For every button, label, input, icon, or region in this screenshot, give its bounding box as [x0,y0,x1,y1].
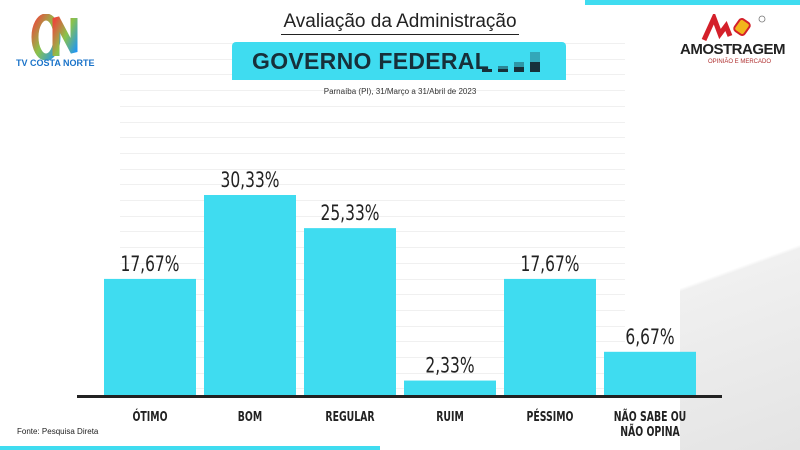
bottom-accent-bar [0,446,380,450]
tv-costa-norte-name: TV COSTA NORTE [16,58,95,68]
banner-text: GOVERNO FEDERAL [252,48,490,74]
background-line [120,90,625,92]
category-label: PÉSSIMO [526,408,573,424]
bars-decoration-icon [482,52,540,72]
background-line [120,168,625,170]
background-line [120,200,625,201]
bar [504,278,596,396]
data-label: 30,33% [220,167,279,192]
title-text: Avaliação da Administração [281,11,519,35]
category-label: ÓTIMO [132,408,167,424]
top-accent-bar [585,0,800,5]
amostragem-name: AMOSTRAGEM [680,41,786,58]
bar [404,380,496,396]
data-label: 6,67% [625,324,674,349]
data-label: 2,33% [425,353,474,378]
data-label: 17,67% [520,251,579,276]
category-label: BOM [238,408,262,424]
bar [104,278,196,396]
background-line [120,152,625,154]
bar [604,351,696,396]
amostragem-tagline: OPINIÃO E MERCADO [708,59,772,65]
tv-costa-norte-logo [14,13,109,70]
data-label: 17,67% [120,251,179,276]
amostragem-logo [682,11,792,74]
background-line [120,105,625,107]
category-label: NÃO OPINA [620,423,680,439]
category-label: NÃO SABE OU [614,408,687,424]
x-axis-line [77,395,722,398]
background-line [120,121,625,123]
source-note: Fonte: Pesquisa Direta [17,427,99,436]
background-line [120,137,625,139]
category-label: REGULAR [325,408,374,424]
subtitle: Parnaíba (PI), 31/Março a 31/Abril de 20… [323,87,477,96]
category-label: RUIM [436,408,464,424]
governo-federal-banner: GOVERNO FEDERAL [232,42,566,80]
background-line [120,184,625,186]
bar [204,195,296,396]
page-title: Avaliação da Administração [0,11,800,35]
data-label: 25,33% [320,200,379,225]
bar [304,228,396,396]
background-line [120,215,625,217]
